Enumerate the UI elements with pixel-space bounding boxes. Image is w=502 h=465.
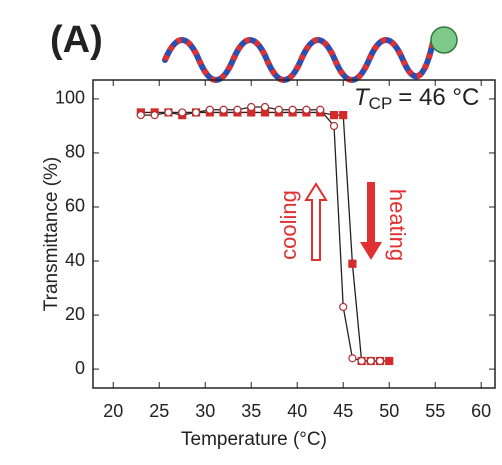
- x-tick-label: 35: [241, 401, 261, 421]
- data-point: [357, 356, 366, 366]
- cooling-label: cooling: [276, 190, 301, 260]
- data-point: [288, 105, 297, 114]
- polymer-illustration: [162, 26, 458, 83]
- x-tick-label: 30: [195, 401, 215, 421]
- y-tick-label: 60: [65, 196, 85, 216]
- data-point: [274, 105, 283, 114]
- data-point: [219, 105, 228, 114]
- panel-label: (A): [50, 19, 103, 61]
- data-point: [191, 108, 201, 117]
- data-point: [205, 105, 214, 114]
- data-point: [329, 111, 339, 120]
- data-point: [247, 102, 256, 112]
- data-point: [366, 356, 375, 366]
- data-point: [385, 356, 394, 366]
- annotation: TCP = 46 °C: [354, 84, 479, 113]
- data-point: [329, 121, 339, 131]
- y-tick-label: 100: [55, 88, 85, 108]
- y-tick-label: 0: [75, 358, 85, 378]
- data-point: [164, 108, 173, 117]
- y-tick-label: 20: [65, 304, 85, 324]
- y-tick-label: 80: [65, 142, 85, 162]
- series-line: [140, 111, 390, 362]
- data-point: [316, 105, 325, 114]
- series-line: [140, 106, 381, 362]
- data-point: [136, 111, 145, 120]
- y-axis-label: Transmittance (%): [41, 157, 62, 312]
- x-tick-label: 25: [149, 401, 169, 421]
- y-tick-label: 40: [65, 250, 85, 270]
- data-point: [302, 105, 311, 114]
- heating-arrow: [360, 182, 382, 260]
- data-point: [348, 354, 357, 363]
- x-tick-label: 55: [425, 401, 445, 421]
- plot-frame: [92, 79, 496, 389]
- data-point: [348, 259, 357, 268]
- x-tick-label: 50: [379, 401, 399, 421]
- x-tick-label: 40: [287, 401, 307, 421]
- x-tick-label: 60: [471, 401, 491, 421]
- cooling-arrow: [304, 182, 328, 261]
- heating-label: heating: [385, 189, 410, 261]
- data-point: [260, 102, 270, 112]
- data-point: [150, 111, 159, 120]
- data-point: [339, 111, 348, 120]
- data-point: [375, 356, 385, 366]
- x-tick-label: 20: [103, 401, 123, 421]
- data-point: [233, 105, 242, 114]
- x-axis-label: Temperature (°C): [181, 429, 327, 450]
- x-tick-label: 45: [333, 401, 353, 421]
- data-point: [339, 302, 348, 312]
- data-point: [178, 108, 187, 117]
